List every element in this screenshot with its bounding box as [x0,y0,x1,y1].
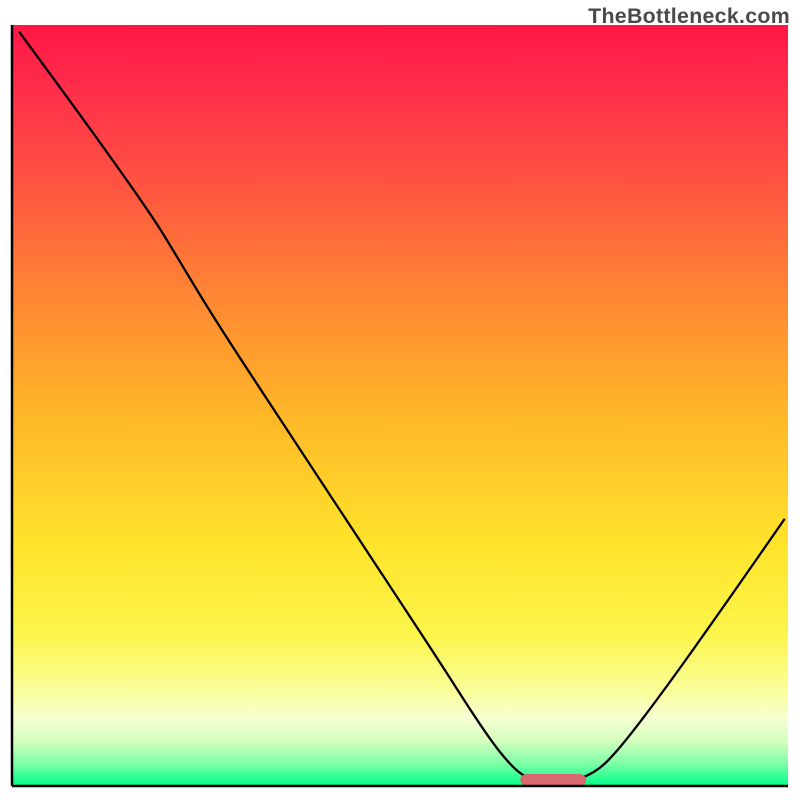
chart-svg [0,0,800,800]
plot-background [12,25,788,786]
optimal-range-bar [520,774,586,786]
bottleneck-chart: TheBottleneck.com [0,0,800,800]
